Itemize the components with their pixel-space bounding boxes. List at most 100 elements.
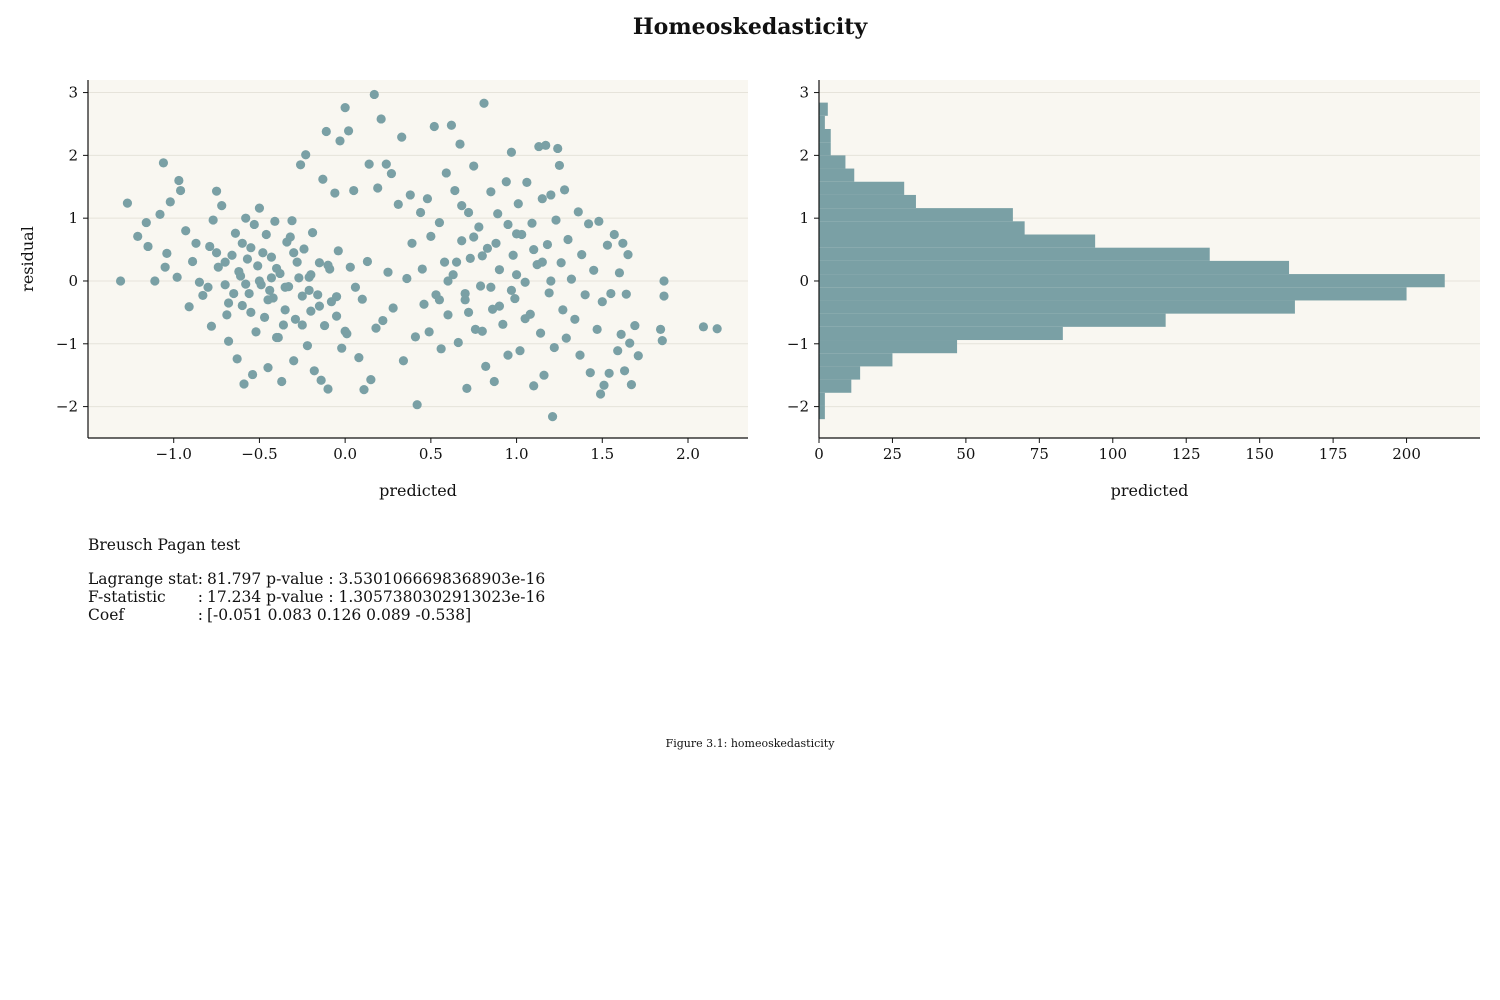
scatter-point <box>198 290 208 301</box>
scatter-point <box>621 289 631 299</box>
scatter-point <box>575 350 585 360</box>
scatter-point <box>165 197 175 207</box>
scatter-y-tick-label: −2 <box>56 398 78 416</box>
figure-caption: Figure 3.1: homeoskedasticity <box>665 737 835 750</box>
scatter-point <box>381 159 391 169</box>
scatter-point <box>434 295 445 305</box>
scatter-point <box>511 270 522 280</box>
histogram-x-tick-label: 125 <box>1172 445 1201 463</box>
scatter-point <box>542 239 553 250</box>
scatter-point <box>585 368 595 378</box>
scatter-point <box>417 264 427 274</box>
scatter-point <box>343 126 354 136</box>
histogram-y-tick-label: 3 <box>799 84 809 102</box>
scatter-point <box>158 158 169 168</box>
scatter-point <box>337 343 347 353</box>
scatter-point <box>150 276 160 286</box>
scatter-point <box>415 207 426 218</box>
scatter-point <box>181 226 191 236</box>
scatter-point <box>463 307 474 317</box>
scatter-point <box>237 238 247 248</box>
scatter-point <box>232 354 242 364</box>
scatter-point <box>349 185 359 196</box>
stats-row-value: 17.234 p-value : 1.3057380302913023e-16 <box>207 588 546 606</box>
scatter-point <box>594 216 604 226</box>
scatter-point <box>534 141 544 152</box>
scatter-point <box>172 272 182 282</box>
scatter-point <box>453 337 463 348</box>
scatter-point <box>469 161 479 171</box>
scatter-point <box>309 366 319 376</box>
scatter-point <box>266 273 277 283</box>
scatter-point <box>330 188 340 198</box>
scatter-point <box>613 346 623 356</box>
scatter-point <box>364 159 374 169</box>
scatter-point <box>487 304 498 314</box>
scatter-point <box>301 150 311 160</box>
scatter-point <box>537 194 547 204</box>
scatter-point <box>253 261 263 271</box>
histogram-y-tick-label: 0 <box>799 272 809 290</box>
scatter-point <box>246 243 256 253</box>
stats-row-name: Lagrange stat <box>88 570 198 588</box>
histogram-bar <box>819 340 958 354</box>
scatter-point <box>397 132 407 142</box>
histogram-bar <box>819 326 1063 341</box>
scatter-point <box>398 356 409 366</box>
scatter-point <box>457 236 467 246</box>
scatter-point <box>554 160 565 171</box>
scatter-point <box>357 294 367 304</box>
scatter-point <box>115 276 126 286</box>
scatter-point <box>482 243 493 253</box>
scatter-plot: 3 2 1 0 −1 −2 −1.0 −0.5 0.0 0.5 1.0 1.5 2.0 predicted… <box>18 80 748 500</box>
scatter-point <box>510 293 520 304</box>
scatter-point <box>254 276 265 286</box>
scatter-y-tick-label: 0 <box>68 272 78 290</box>
scatter-point <box>160 262 170 272</box>
scatter-point <box>247 369 258 380</box>
scatter-point <box>501 177 511 187</box>
scatter-point <box>333 246 343 256</box>
scatter-point <box>474 222 484 232</box>
scatter-point <box>625 338 635 348</box>
scatter-point <box>227 250 237 260</box>
histogram-bar <box>819 181 905 195</box>
scatter-point <box>174 175 184 186</box>
scatter-point <box>292 257 302 267</box>
histogram-bar <box>819 313 1166 327</box>
histogram-bar <box>819 234 1096 248</box>
scatter-point <box>280 305 290 315</box>
scatter-point <box>316 375 326 385</box>
histogram-bar <box>819 353 893 367</box>
histogram-plot: 3 2 1 0 −1 −2 0 25 50 75 100 125 150 175 200 predicted <box>787 80 1480 500</box>
scatter-point <box>527 218 537 228</box>
scatter-point <box>220 280 230 290</box>
scatter-point <box>319 320 330 331</box>
scatter-point <box>553 143 563 154</box>
scatter-point <box>223 298 234 308</box>
scatter-point <box>556 258 566 268</box>
scatter-point <box>223 336 234 346</box>
scatter-y-axis-label: residual <box>18 226 37 292</box>
histogram-x-tick-label: 75 <box>1030 445 1049 463</box>
scatter-point <box>213 262 223 272</box>
scatter-point <box>469 232 479 242</box>
scatter-point <box>616 329 626 339</box>
charts-canvas: 3 2 1 0 −1 −2 −1.0 −0.5 0.0 0.5 1.0 1.5 2.0 predicted… <box>18 80 1480 500</box>
scatter-point <box>424 327 434 337</box>
scatter-point <box>407 238 417 248</box>
histogram-x-tick-label: 100 <box>1098 445 1127 463</box>
scatter-point <box>529 381 539 391</box>
scatter-point <box>246 307 256 317</box>
scatter-point <box>122 198 133 208</box>
scatter-point <box>297 291 307 301</box>
scatter-point <box>373 183 383 193</box>
scatter-point <box>304 285 314 296</box>
scatter-point <box>563 234 573 245</box>
scatter-point <box>503 219 513 230</box>
histogram-bar <box>819 300 1295 314</box>
scatter-point <box>259 312 270 323</box>
scatter-point <box>318 174 328 184</box>
scatter-point <box>441 168 451 178</box>
scatter-point <box>477 251 487 261</box>
